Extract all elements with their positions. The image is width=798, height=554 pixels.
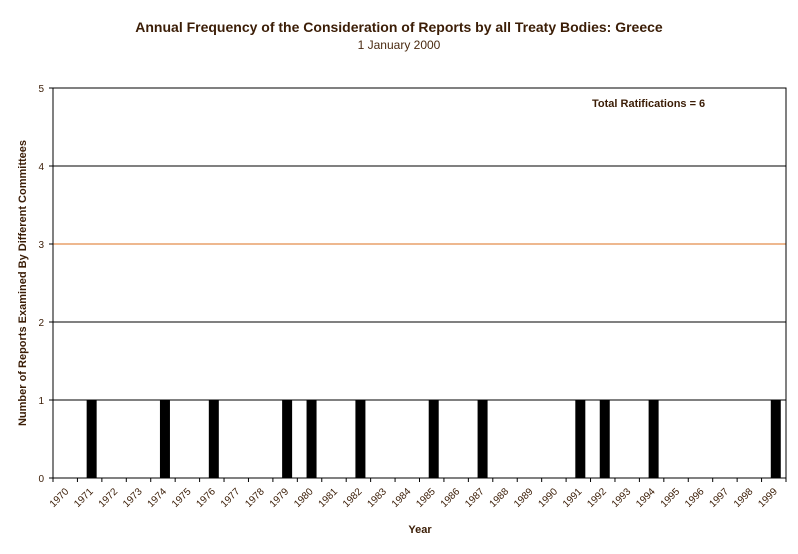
bar-1991 <box>575 400 586 478</box>
y-tick-label: 3 <box>38 240 44 251</box>
chart-subtitle: 1 January 2000 <box>357 38 441 52</box>
x-tick-label: 1971 <box>72 486 96 510</box>
x-tick-label: 1993 <box>610 486 634 510</box>
x-tick-label: 1980 <box>292 486 316 510</box>
y-axis: 0 1 2 3 4 5 <box>38 84 53 485</box>
bar-1987 <box>477 400 488 478</box>
gridlines <box>53 165 786 401</box>
x-tick-label: 1982 <box>341 486 365 510</box>
x-tick-label: 1983 <box>365 486 389 510</box>
x-tick-label: 1998 <box>732 486 756 510</box>
total-ratifications-annotation: Total Ratifications = 6 <box>592 98 705 110</box>
x-tick-label: 1992 <box>585 486 609 510</box>
x-tick-label: 1978 <box>243 486 267 510</box>
x-tick-label: 1975 <box>170 486 194 510</box>
bar-1999 <box>770 400 781 478</box>
chart-title: Annual Frequency of the Consideration of… <box>135 19 663 35</box>
bar-1994 <box>648 400 659 478</box>
x-tick-label: 1988 <box>488 486 512 510</box>
y-tick-label: 0 <box>38 474 44 485</box>
x-tick-label: 1979 <box>268 486 292 510</box>
bars <box>86 400 781 478</box>
y-tick-label: 4 <box>38 162 44 173</box>
x-tick-label: 1974 <box>146 486 170 510</box>
x-tick-label: 1991 <box>561 486 585 510</box>
x-tick-label: 1986 <box>439 486 463 510</box>
x-tick-label: 1972 <box>97 486 121 510</box>
x-tick-label: 1987 <box>463 486 487 510</box>
x-tick-label: 1990 <box>536 486 560 510</box>
bar-1974 <box>159 400 170 478</box>
x-tick-label: 1977 <box>219 486 243 510</box>
x-tick-label: 1994 <box>634 486 658 510</box>
x-tick-label: 1970 <box>48 486 72 510</box>
y-tick-label: 5 <box>38 84 44 95</box>
x-tick-label: 1997 <box>708 486 732 510</box>
x-axis-label: Year <box>408 524 432 536</box>
bar-1982 <box>355 400 366 478</box>
x-tick-label: 1985 <box>414 486 438 510</box>
bar-1985 <box>428 400 439 478</box>
bar-1971 <box>86 400 97 478</box>
x-tick-label: 1996 <box>683 486 707 510</box>
x-tick-label: 1981 <box>317 486 341 510</box>
x-tick-label: 1989 <box>512 486 536 510</box>
y-tick-label: 2 <box>38 318 44 329</box>
x-tick-label: 1973 <box>121 486 145 510</box>
x-tick-label: 1999 <box>756 486 780 510</box>
bar-1992 <box>599 400 610 478</box>
x-axis: 1970 1971 1972 1973 1974 1975 1976 1977 1978 1979… <box>48 478 787 510</box>
bar-1979 <box>282 400 293 478</box>
x-tick-label: 1976 <box>194 486 218 510</box>
x-tick-label: 1984 <box>390 486 414 510</box>
bar-1980 <box>306 400 317 478</box>
y-axis-label: Number of Reports Examined By Different … <box>17 140 29 426</box>
y-tick-label: 1 <box>38 396 44 407</box>
bar-1976 <box>208 400 219 478</box>
x-tick-label: 1995 <box>659 486 683 510</box>
